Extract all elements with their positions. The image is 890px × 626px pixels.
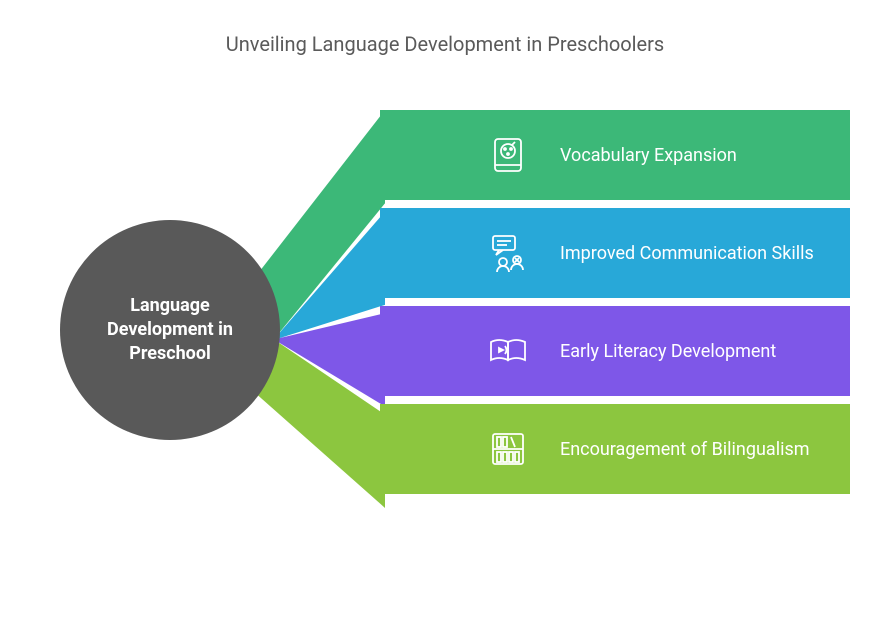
palette-book-icon: [485, 132, 531, 178]
diagram-container: Language Development in Preschool Vocabu…: [60, 110, 850, 566]
page-title: Unveiling Language Development in Presch…: [0, 0, 890, 56]
center-circle: Language Development in Preschool: [60, 220, 280, 440]
open-book-sound-icon: [485, 328, 531, 374]
bar-label: Improved Communication Skills: [560, 243, 814, 264]
bar-label: Early Literacy Development: [560, 341, 776, 362]
bar-bilingualism: Encouragement of Bilingualism: [380, 404, 850, 494]
center-circle-label: Language Development in Preschool: [60, 294, 280, 367]
bar-label: Vocabulary Expansion: [560, 145, 737, 166]
communication-icon: [485, 230, 531, 276]
bar-vocabulary: Vocabulary Expansion: [380, 110, 850, 200]
bar-communication: Improved Communication Skills: [380, 208, 850, 298]
bookshelf-icon: [485, 426, 531, 472]
bar-label: Encouragement of Bilingualism: [560, 439, 810, 460]
bar-literacy: Early Literacy Development: [380, 306, 850, 396]
bars-group: Vocabulary Expansion Improved Communicat…: [380, 110, 850, 494]
